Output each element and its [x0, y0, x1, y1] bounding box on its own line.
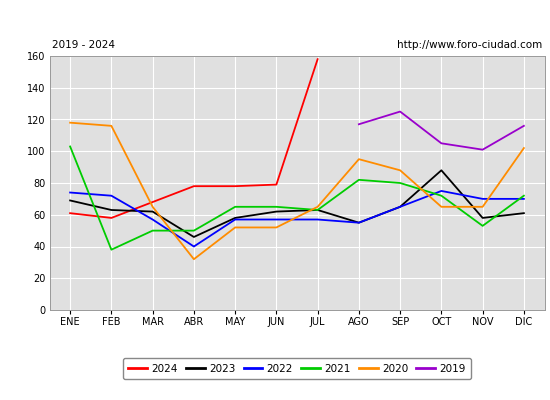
Text: Evolucion Nº Turistas Extranjeros en el municipio de Ugena: Evolucion Nº Turistas Extranjeros en el …: [70, 11, 480, 25]
Text: http://www.foro-ciudad.com: http://www.foro-ciudad.com: [397, 40, 542, 50]
Text: 2019 - 2024: 2019 - 2024: [52, 40, 115, 50]
Legend: 2024, 2023, 2022, 2021, 2020, 2019: 2024, 2023, 2022, 2021, 2020, 2019: [123, 358, 471, 379]
